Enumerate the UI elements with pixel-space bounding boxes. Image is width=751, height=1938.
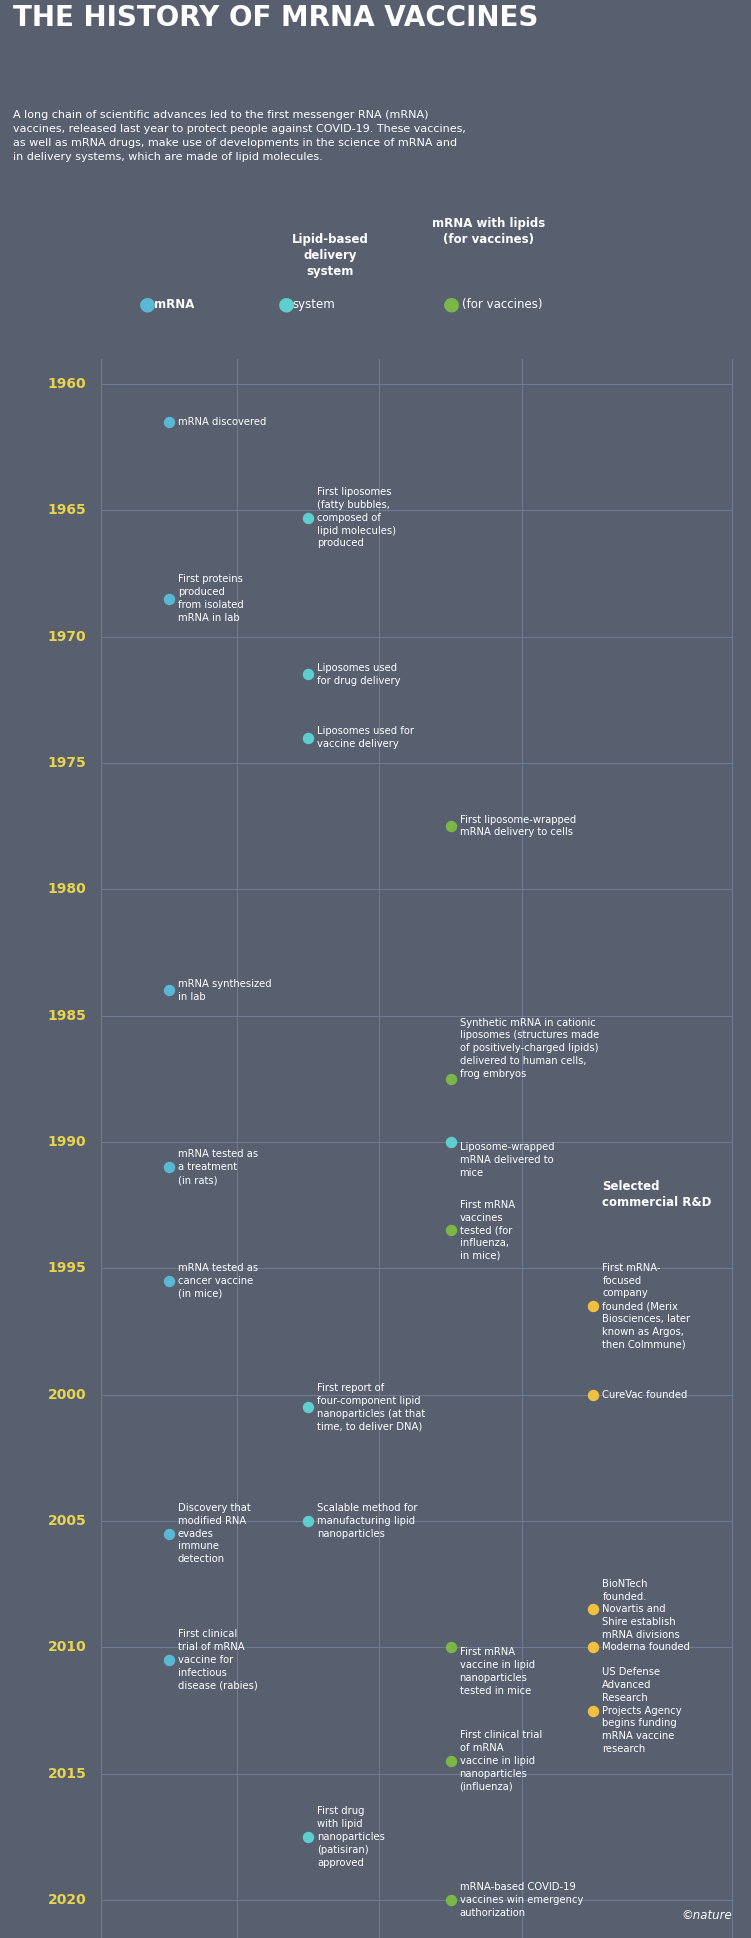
Text: 1980: 1980 — [47, 882, 86, 895]
Text: Liposomes used
for drug delivery: Liposomes used for drug delivery — [317, 663, 400, 686]
Text: First drug
with lipid
nanoparticles
(patisiran)
approved: First drug with lipid nanoparticles (pat… — [317, 1806, 385, 1868]
Text: ●: ● — [443, 295, 460, 314]
Point — [163, 1266, 175, 1297]
Text: mRNA synthesized
in lab: mRNA synthesized in lab — [178, 979, 272, 1002]
Text: First mRNA-
focused
company
founded (Merix
Biosciences, later
known as Argos,
th: First mRNA- focused company founded (Mer… — [602, 1264, 690, 1349]
Text: First mRNA
vaccines
tested (for
influenza,
in mice): First mRNA vaccines tested (for influenz… — [460, 1200, 514, 1262]
Text: First liposome-wrapped
mRNA delivery to cells: First liposome-wrapped mRNA delivery to … — [460, 814, 576, 837]
Point — [445, 1215, 457, 1246]
Text: Lipid-based
delivery
system: Lipid-based delivery system — [292, 233, 369, 277]
Text: Scalable method for
manufacturing lipid
nanoparticles: Scalable method for manufacturing lipid … — [317, 1504, 418, 1539]
Text: A long chain of scientific advances led to the first messenger RNA (mRNA)
vaccin: A long chain of scientific advances led … — [13, 110, 466, 163]
Point — [445, 810, 457, 841]
Text: 2015: 2015 — [47, 1767, 86, 1781]
Text: First report of
four-component lipid
nanoparticles (at that
time, to deliver DNA: First report of four-component lipid nan… — [317, 1384, 425, 1432]
Point — [587, 1696, 599, 1727]
Point — [302, 1391, 314, 1422]
Point — [587, 1291, 599, 1322]
Text: mRNA-based COVID-19
vaccines win emergency
authorization: mRNA-based COVID-19 vaccines win emergen… — [460, 1882, 583, 1919]
Text: 2000: 2000 — [48, 1388, 86, 1401]
Point — [302, 1822, 314, 1853]
Text: (for vaccines): (for vaccines) — [462, 298, 542, 310]
Text: CureVac founded: CureVac founded — [602, 1390, 688, 1399]
Text: First proteins
produced
from isolated
mRNA in lab: First proteins produced from isolated mR… — [178, 574, 244, 622]
Text: Synthetic mRNA in cationic
liposomes (structures made
of positively-charged lipi: Synthetic mRNA in cationic liposomes (st… — [460, 1017, 599, 1079]
Point — [302, 723, 314, 754]
Point — [302, 1506, 314, 1537]
Text: 1995: 1995 — [47, 1262, 86, 1275]
Point — [587, 1593, 599, 1624]
Point — [445, 1746, 457, 1777]
Point — [163, 1517, 175, 1548]
Text: ©nature: ©nature — [681, 1909, 732, 1922]
Text: BioNTech
founded.
Novartis and
Shire establish
mRNA divisions: BioNTech founded. Novartis and Shire est… — [602, 1579, 680, 1640]
Text: ●: ● — [278, 295, 295, 314]
Text: Liposome-wrapped
mRNA delivered to
mice: Liposome-wrapped mRNA delivered to mice — [460, 1141, 554, 1178]
Point — [445, 1632, 457, 1663]
Text: 1965: 1965 — [47, 504, 86, 517]
Text: First liposomes
(fatty bubbles,
composed of
lipid molecules)
produced: First liposomes (fatty bubbles, composed… — [317, 486, 396, 548]
Text: First clinical trial
of mRNA
vaccine in lipid
nanoparticles
(influenza): First clinical trial of mRNA vaccine in … — [460, 1731, 542, 1793]
Text: mRNA tested as
a treatment
(in rats): mRNA tested as a treatment (in rats) — [178, 1149, 258, 1184]
Text: 1975: 1975 — [47, 756, 86, 769]
Text: First mRNA
vaccine in lipid
nanoparticles
tested in mice: First mRNA vaccine in lipid nanoparticle… — [460, 1647, 535, 1696]
Text: Moderna founded: Moderna founded — [602, 1641, 690, 1653]
Text: Liposomes used for
vaccine delivery: Liposomes used for vaccine delivery — [317, 727, 414, 748]
Point — [163, 407, 175, 438]
Point — [163, 975, 175, 1006]
Text: 2005: 2005 — [47, 1514, 86, 1527]
Text: ●: ● — [139, 295, 156, 314]
Point — [445, 1064, 457, 1095]
Point — [302, 659, 314, 690]
Text: mRNA tested as
cancer vaccine
(in mice): mRNA tested as cancer vaccine (in mice) — [178, 1264, 258, 1298]
Text: THE HISTORY OF MRNA VACCINES: THE HISTORY OF MRNA VACCINES — [13, 4, 538, 31]
Text: 1985: 1985 — [47, 1008, 86, 1023]
Point — [302, 502, 314, 533]
Text: 2010: 2010 — [47, 1640, 86, 1655]
Text: 2020: 2020 — [47, 1893, 86, 1907]
Text: First clinical
trial of mRNA
vaccine for
infectious
disease (rabies): First clinical trial of mRNA vaccine for… — [178, 1630, 258, 1690]
Text: US Defense
Advanced
Research
Projects Agency
begins funding
mRNA vaccine
researc: US Defense Advanced Research Projects Ag… — [602, 1667, 682, 1754]
Point — [445, 1126, 457, 1157]
Text: system: system — [293, 298, 336, 310]
Text: 1960: 1960 — [48, 376, 86, 391]
Text: mRNA discovered: mRNA discovered — [178, 417, 267, 426]
Text: Selected
commercial R&D: Selected commercial R&D — [602, 1180, 712, 1209]
Point — [163, 1151, 175, 1182]
Text: 1970: 1970 — [48, 630, 86, 643]
Text: mRNA with lipids
(for vaccines): mRNA with lipids (for vaccines) — [432, 217, 544, 246]
Text: 1990: 1990 — [48, 1136, 86, 1149]
Point — [445, 1884, 457, 1915]
Point — [163, 1645, 175, 1676]
Point — [587, 1632, 599, 1663]
Text: Discovery that
modified RNA
evades
immune
detection: Discovery that modified RNA evades immun… — [178, 1504, 251, 1564]
Text: mRNA: mRNA — [154, 298, 195, 310]
Point — [163, 583, 175, 614]
Point — [587, 1380, 599, 1411]
